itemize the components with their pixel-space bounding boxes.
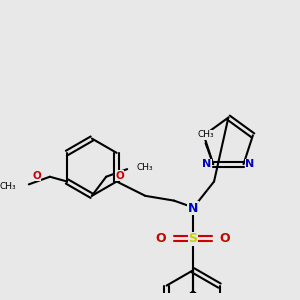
Text: N: N	[188, 202, 198, 215]
Text: CH₃: CH₃	[0, 182, 16, 191]
Text: O: O	[156, 232, 166, 245]
Text: N: N	[202, 159, 211, 169]
Text: CH₃: CH₃	[137, 163, 153, 172]
Text: O: O	[32, 171, 41, 181]
Text: N: N	[245, 159, 255, 169]
Text: S: S	[188, 232, 197, 245]
Text: CH₃: CH₃	[197, 130, 214, 139]
Text: O: O	[115, 171, 124, 181]
Text: O: O	[220, 232, 230, 245]
